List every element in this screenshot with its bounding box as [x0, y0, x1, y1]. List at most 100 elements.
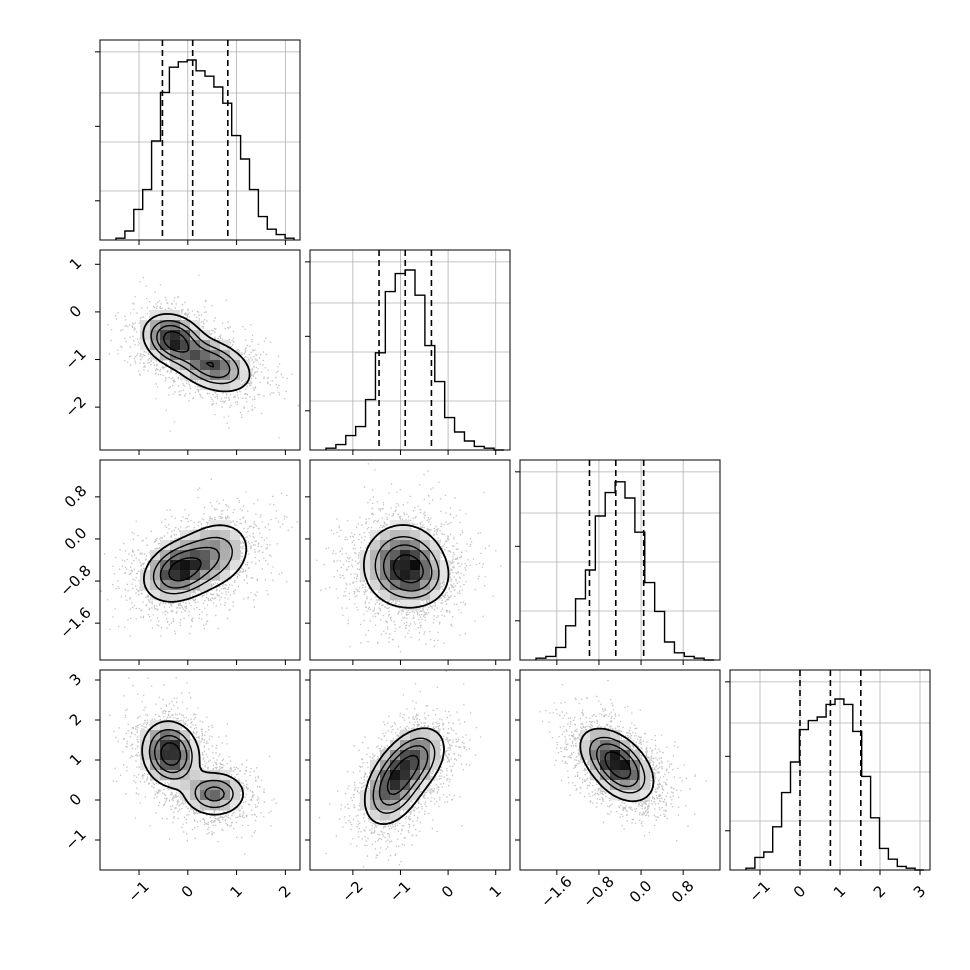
- density-cell: [420, 530, 431, 541]
- density-cell: [160, 590, 171, 601]
- density-cell: [220, 550, 231, 561]
- density-cell: [430, 740, 441, 751]
- panel-frame: [99, 249, 301, 451]
- density-cell: [580, 750, 591, 761]
- density-cell: [190, 360, 201, 371]
- density-cell: [220, 370, 231, 381]
- density-cell: [400, 760, 411, 771]
- panel-contents: [318, 670, 482, 870]
- density-cell: [230, 790, 241, 801]
- density-cell: [380, 530, 391, 541]
- density-cell: [170, 770, 181, 781]
- contour-line: [579, 727, 655, 803]
- y-tick-label: 1: [66, 254, 85, 273]
- density-cell: [200, 780, 211, 791]
- density-cell: [390, 810, 401, 821]
- density-cell: [390, 750, 401, 761]
- contour-line: [363, 727, 445, 825]
- density-cell: [430, 570, 441, 581]
- density-cell: [180, 340, 191, 351]
- y-tick-label: 0: [66, 790, 85, 809]
- density-cell: [370, 770, 381, 781]
- density-cell: [420, 770, 431, 781]
- density-cell: [380, 750, 391, 761]
- density-cell: [400, 590, 411, 601]
- density-cell: [220, 790, 231, 801]
- density-cell: [410, 550, 421, 561]
- density-cell: [160, 770, 171, 781]
- contour-line: [150, 320, 239, 385]
- x-tick-label: 0: [178, 882, 197, 901]
- density-cell: [170, 760, 181, 771]
- density-cell: [230, 360, 241, 371]
- contour-line: [159, 546, 220, 589]
- contour-line: [148, 729, 234, 809]
- density-cell: [150, 560, 161, 571]
- density-cell: [190, 750, 201, 761]
- panel-frame: [519, 459, 721, 661]
- density-cell: [370, 810, 381, 821]
- density-cell: [440, 560, 451, 571]
- density-cell: [200, 540, 211, 551]
- density-cell: [220, 360, 231, 371]
- density-cell: [180, 560, 191, 571]
- density-cell: [180, 570, 191, 581]
- density-cell: [370, 540, 381, 551]
- density-cell: [430, 590, 441, 601]
- density-cell: [160, 560, 171, 571]
- diagonal-panel-0: [95, 39, 301, 245]
- density-cell: [190, 550, 201, 561]
- contour-line: [386, 754, 420, 796]
- density-cell: [380, 590, 391, 601]
- density-cell: [390, 570, 401, 581]
- density-cell: [230, 550, 241, 561]
- density-cell: [170, 340, 181, 351]
- density-cell: [190, 760, 201, 771]
- scatter-panel-2-3: −1.6 −0.8 0.0 0.8: [515, 669, 721, 911]
- density-cell: [380, 790, 391, 801]
- density-cell: [150, 770, 161, 781]
- density-cell: [160, 550, 171, 561]
- density-cell: [400, 580, 411, 591]
- contour-line: [154, 734, 225, 802]
- panel-contents: [107, 274, 300, 439]
- density-cell: [170, 350, 181, 361]
- contour-line: [168, 557, 202, 582]
- density-cell: [400, 770, 411, 781]
- density-cell: [230, 350, 241, 361]
- y-tick-label: 2: [66, 710, 85, 729]
- density-cell: [190, 580, 201, 591]
- density-cell: [190, 740, 201, 751]
- y-tick-label: −0.8: [56, 561, 94, 599]
- density-cell: [210, 790, 221, 801]
- x-tick-label: −2: [338, 877, 366, 905]
- density-cell: [170, 750, 181, 761]
- density-cell: [380, 550, 391, 561]
- density-cell: [590, 730, 601, 741]
- density-cell: [220, 570, 231, 581]
- density-cell: [180, 580, 191, 591]
- density-cell: [400, 560, 411, 571]
- panel-frame: [519, 669, 721, 871]
- density-cell: [410, 770, 421, 781]
- density-cell: [200, 380, 211, 391]
- density-cell: [610, 750, 621, 761]
- density-cell: [230, 780, 241, 791]
- density-cell: [610, 730, 621, 741]
- density-cell: [220, 540, 231, 551]
- density-cell: [150, 760, 161, 771]
- panel-frame: [309, 669, 511, 871]
- density-cell: [440, 570, 451, 581]
- density-cell: [410, 600, 421, 611]
- scatter-panel-0-1: −2 −1 0 1: [61, 249, 301, 455]
- density-cell: [420, 560, 431, 571]
- density-cell: [210, 550, 221, 561]
- density-cell: [200, 580, 211, 591]
- density-cell: [620, 790, 631, 801]
- contour-line: [596, 743, 639, 788]
- y-tick-label: 0.8: [61, 482, 91, 512]
- y-tick-label: −1.6: [56, 604, 94, 642]
- x-tick-label: 1: [830, 882, 849, 901]
- density-cell: [390, 580, 401, 591]
